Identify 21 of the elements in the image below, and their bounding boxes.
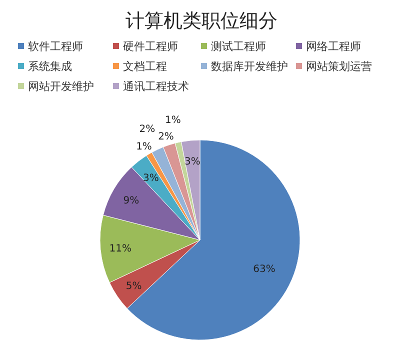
legend-label: 测试工程师 [211, 40, 266, 53]
legend-label: 软件工程师 [28, 40, 83, 53]
data-label: 3% [184, 156, 200, 168]
data-label: 1% [165, 114, 181, 126]
legend-label: 硬件工程师 [123, 40, 178, 53]
data-label: 9% [123, 195, 140, 206]
data-label: 2% [139, 124, 156, 135]
legend-label: 网站开发维护 [28, 80, 94, 93]
data-label: 11% [109, 244, 132, 255]
data-label: 3% [143, 172, 159, 184]
legend-label: 数据库开发维护 [211, 60, 288, 73]
legend-label: 文档工程 [123, 60, 167, 73]
legend-label: 系统集成 [28, 60, 72, 73]
title: 计算机类职位细分 [126, 10, 278, 32]
data-label: 5% [126, 280, 142, 292]
data-label: 1% [136, 141, 152, 152]
legend-label: 通讯工程技术 [123, 80, 189, 93]
data-label: 2% [158, 131, 174, 142]
legend-label: 网站策划运营 [306, 60, 372, 73]
data-label: 63% [253, 264, 276, 275]
legend-label: 网络工程师 [306, 40, 361, 53]
